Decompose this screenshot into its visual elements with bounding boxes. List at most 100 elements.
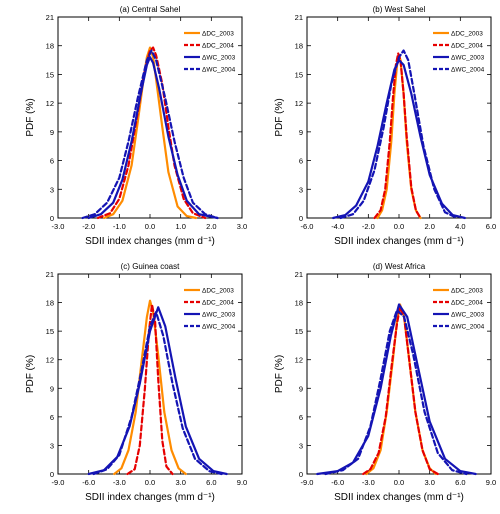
y-tick-label: 15 xyxy=(46,327,54,336)
y-axis-label: PDF (%) xyxy=(274,355,285,393)
series-line-wc2003 xyxy=(87,306,228,476)
legend-label: ΔDC_2003 xyxy=(451,288,483,295)
x-tick-label: -3.0 xyxy=(113,478,126,487)
chart-title: (c) Guinea coast xyxy=(121,262,180,271)
y-axis-label: PDF (%) xyxy=(274,98,285,136)
legend-label: ΔDC_2004 xyxy=(202,300,234,307)
y-tick-label: 18 xyxy=(295,299,303,308)
x-axis-label: SDII index changes (mm d⁻¹) xyxy=(85,236,215,247)
series-line-dc2004 xyxy=(373,52,422,220)
y-tick-label: 3 xyxy=(299,441,303,450)
legend-label: ΔDC_2004 xyxy=(451,43,483,50)
chart-panel-1: (a) Central Sahel -3.0 -2.0 -1.0 0.0 1.0 2.0 3.… xyxy=(25,5,247,247)
series-line-dc2004 xyxy=(362,306,439,476)
legend-label: ΔWC_2003 xyxy=(451,312,485,319)
x-tick-label: -9.0 xyxy=(52,478,65,487)
x-tick-label: -6.0 xyxy=(301,222,314,231)
x-tick-label: 6.0 xyxy=(206,478,216,487)
x-axis-label: SDII index changes (mm d⁻¹) xyxy=(334,236,464,247)
series-line-wc2004 xyxy=(92,311,223,476)
y-tick-label: 9 xyxy=(299,384,303,393)
x-tick-label: 3.0 xyxy=(424,478,434,487)
legend-label: ΔDC_2003 xyxy=(202,31,234,38)
x-tick-label: -4.0 xyxy=(331,222,344,231)
y-tick-label: 15 xyxy=(295,70,303,79)
x-tick-label: 2.0 xyxy=(206,222,216,231)
y-tick-label: 12 xyxy=(46,356,54,365)
chart-title: (d) West Africa xyxy=(373,262,426,271)
y-tick-label: 15 xyxy=(295,327,303,336)
y-tick-label: 21 xyxy=(46,270,54,279)
series-line-dc2004 xyxy=(126,303,174,476)
chart-title: (a) Central Sahel xyxy=(120,5,181,14)
y-tick-label: 0 xyxy=(299,470,303,479)
x-tick-label: 6.0 xyxy=(455,478,465,487)
y-tick-label: 9 xyxy=(50,128,54,137)
y-tick-label: 0 xyxy=(50,214,54,223)
chart-title: (b) West Sahel xyxy=(373,5,426,14)
series-line-dc2003 xyxy=(102,46,198,220)
x-tick-label: 4.0 xyxy=(455,222,465,231)
y-tick-label: 15 xyxy=(46,70,54,79)
legend-label: ΔWC_2003 xyxy=(451,55,485,62)
x-tick-label: 9.0 xyxy=(237,478,247,487)
legend-label: ΔWC_2004 xyxy=(202,324,236,331)
chart-panel-4: (d) West Africa -9.0 -6.0 -3.0 0.0 3.0 6.0 9.0 0… xyxy=(274,262,496,503)
x-tick-label: -3.0 xyxy=(362,478,375,487)
series-line-wc2003 xyxy=(316,303,477,476)
legend-label: ΔWC_2003 xyxy=(202,55,236,62)
series-line-dc2004 xyxy=(96,46,207,220)
legend-label: ΔWC_2004 xyxy=(451,67,485,74)
y-tick-label: 0 xyxy=(299,214,303,223)
x-tick-label: -6.0 xyxy=(82,478,95,487)
series-line-wc2003 xyxy=(332,58,466,220)
x-tick-label: 0.0 xyxy=(145,478,155,487)
legend-label: ΔDC_2004 xyxy=(202,43,234,50)
x-tick-label: -2.0 xyxy=(82,222,95,231)
y-tick-label: 3 xyxy=(50,441,54,450)
y-tick-label: 12 xyxy=(295,99,303,108)
y-tick-label: 3 xyxy=(299,185,303,194)
y-tick-label: 9 xyxy=(50,384,54,393)
x-tick-label: 3.0 xyxy=(237,222,247,231)
chart-panel-3: (c) Guinea coast -9.0 -6.0 -3.0 0.0 3.0 6.0 9.0… xyxy=(25,262,247,503)
legend-label: ΔWC_2004 xyxy=(202,67,236,74)
x-tick-label: -1.0 xyxy=(113,222,126,231)
x-axis-label: SDII index changes (mm d⁻¹) xyxy=(85,492,215,503)
legend-label: ΔDC_2003 xyxy=(202,288,234,295)
y-tick-label: 12 xyxy=(46,99,54,108)
legend-label: ΔDC_2004 xyxy=(451,300,483,307)
x-tick-label: -9.0 xyxy=(301,478,314,487)
legend-label: ΔDC_2003 xyxy=(451,31,483,38)
y-tick-label: 6 xyxy=(50,413,54,422)
x-tick-label: 0.0 xyxy=(145,222,155,231)
x-tick-label: 9.0 xyxy=(486,478,496,487)
x-tick-label: -3.0 xyxy=(52,222,65,231)
y-tick-label: 18 xyxy=(46,42,54,51)
x-tick-label: 1.0 xyxy=(175,222,185,231)
legend-label: ΔWC_2003 xyxy=(202,312,236,319)
x-tick-label: 6.0 xyxy=(486,222,496,231)
series-line-wc2004 xyxy=(81,49,219,220)
legend-label: ΔWC_2004 xyxy=(451,324,485,331)
y-axis-label: PDF (%) xyxy=(25,98,36,136)
y-tick-label: 18 xyxy=(46,299,54,308)
y-tick-label: 12 xyxy=(295,356,303,365)
y-tick-label: 6 xyxy=(299,157,303,166)
x-axis-label: SDII index changes (mm d⁻¹) xyxy=(334,492,464,503)
y-tick-label: 0 xyxy=(50,470,54,479)
x-tick-label: 0.0 xyxy=(394,478,404,487)
y-tick-label: 21 xyxy=(46,13,54,22)
series-line-dc2003 xyxy=(113,299,187,476)
x-tick-label: 2.0 xyxy=(424,222,434,231)
y-tick-label: 6 xyxy=(50,157,54,166)
y-tick-label: 9 xyxy=(299,128,303,137)
series-line-wc2003 xyxy=(87,56,219,220)
x-tick-label: 0.0 xyxy=(394,222,404,231)
x-tick-label: -2.0 xyxy=(362,222,375,231)
y-tick-label: 21 xyxy=(295,270,303,279)
y-axis-label: PDF (%) xyxy=(25,355,36,393)
y-tick-label: 21 xyxy=(295,13,303,22)
chart-panel-2: (b) West Sahel -6.0 -4.0 -2.0 0.0 2.0 4.0 6.0 0 3… xyxy=(274,5,496,247)
